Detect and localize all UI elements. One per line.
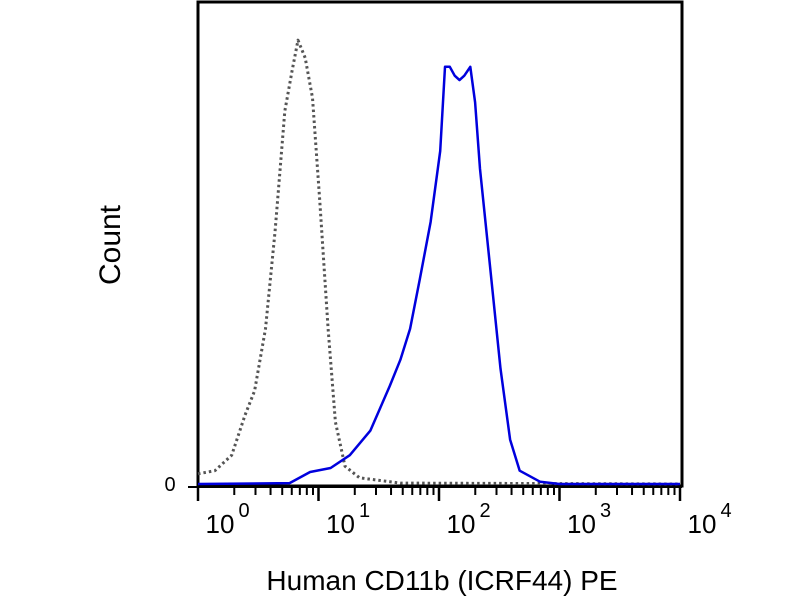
series-line-0 xyxy=(197,38,681,486)
y-axis-label: Count xyxy=(94,204,127,285)
x-tick-label: 10 xyxy=(447,509,476,539)
x-tick-label: 10 xyxy=(567,509,596,539)
x-tick-exponent: 2 xyxy=(479,500,490,522)
x-tick-exponent: 4 xyxy=(720,500,731,522)
x-tick-exponent: 3 xyxy=(600,500,611,522)
series-line-1 xyxy=(197,65,680,486)
x-axis-label: Human CD11b (ICRF44) PE xyxy=(266,565,617,596)
x-tick-label: 10 xyxy=(326,509,355,539)
y-tick-label-0: 0 xyxy=(164,474,175,496)
x-axis: 10 0 10 1 10 2 10 3 10 4 xyxy=(188,486,732,539)
x-tick-label: 10 xyxy=(206,509,235,539)
x-tick-exponent: 1 xyxy=(359,500,370,522)
x-tick-exponent: 0 xyxy=(238,500,249,522)
series-layer xyxy=(197,38,681,486)
x-tick-label: 10 xyxy=(688,509,717,539)
plot-frame xyxy=(196,0,684,488)
